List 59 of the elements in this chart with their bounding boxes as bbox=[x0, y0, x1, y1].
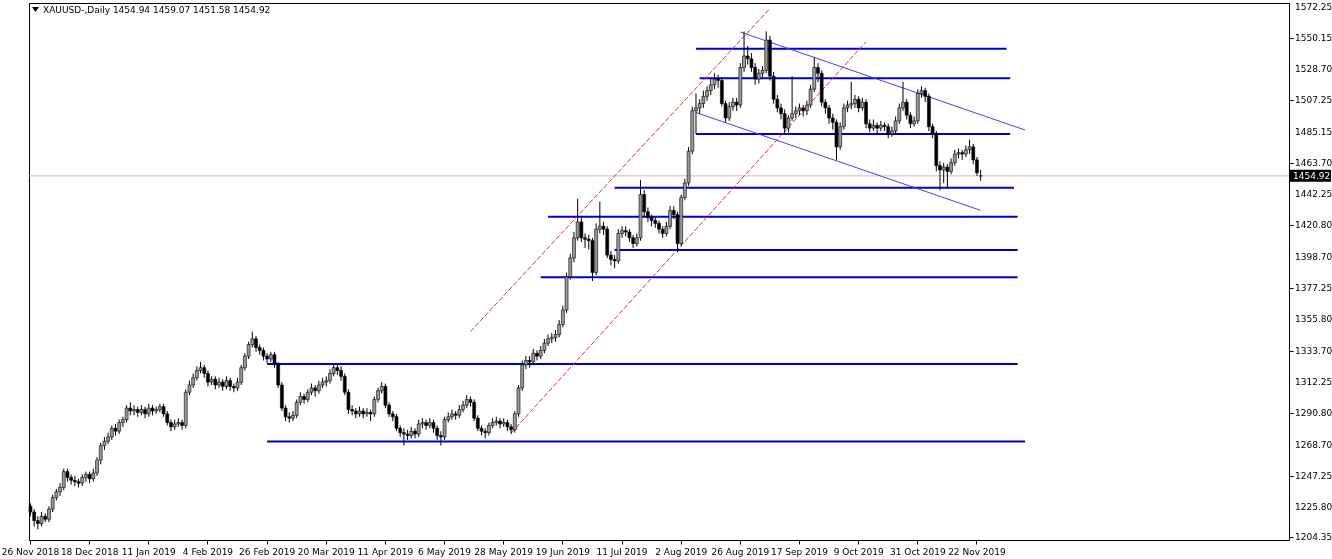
y-tick-label: 1312.25 bbox=[1295, 376, 1332, 387]
y-tick-label: 1268.70 bbox=[1295, 439, 1332, 450]
y-tick-label: 1463.70 bbox=[1295, 158, 1332, 169]
x-tick-label: 20 Mar 2019 bbox=[297, 546, 356, 557]
candlestick bbox=[535, 349, 539, 361]
x-tick-label: 26 Nov 2018 bbox=[1, 546, 60, 557]
candlestick bbox=[945, 163, 950, 190]
y-tick-label: 1572.25 bbox=[1295, 1, 1332, 12]
y-tick-label: 1377.25 bbox=[1295, 282, 1332, 293]
x-tick-label: 22 Nov 2019 bbox=[948, 546, 1007, 557]
candlestick bbox=[132, 404, 136, 416]
candlestick bbox=[317, 380, 321, 395]
y-tick-label: 1398.70 bbox=[1295, 252, 1332, 262]
candlestick bbox=[498, 417, 502, 429]
candlestick bbox=[365, 407, 369, 418]
candlestick bbox=[727, 101, 732, 122]
x-tick-label: 28 May 2019 bbox=[474, 546, 534, 557]
y-tick-label: 1355.80 bbox=[1295, 313, 1332, 324]
candlestick bbox=[69, 473, 73, 486]
candlestick bbox=[402, 427, 406, 447]
y-tick-label: 1485.15 bbox=[1295, 127, 1332, 138]
x-tick-label: 11 Jan 2019 bbox=[121, 546, 177, 557]
y-tick-label: 1290.80 bbox=[1295, 407, 1332, 418]
candlestick bbox=[864, 98, 868, 129]
chart-title: XAUUSD-,Daily 1454.94 1459.07 1451.58 1454.92 bbox=[43, 5, 271, 15]
candlestick bbox=[84, 471, 88, 483]
ref-line-label: 1454.92 bbox=[1293, 170, 1331, 181]
x-tick-label: 26 Feb 2019 bbox=[239, 546, 296, 557]
candlestick bbox=[450, 409, 454, 421]
y-tick-label: 1550.15 bbox=[1295, 33, 1332, 44]
x-tick-label: 17 Sep 2019 bbox=[770, 546, 829, 557]
y-tick-label: 1528.70 bbox=[1295, 64, 1332, 75]
candlestick bbox=[941, 162, 946, 184]
candlestick bbox=[217, 377, 221, 389]
x-tick-label: 11 Apr 2019 bbox=[357, 546, 414, 557]
y-tick-label: 1333.70 bbox=[1295, 345, 1332, 356]
x-tick-label: 26 Aug 2019 bbox=[711, 546, 770, 557]
x-tick-label: 18 Dec 2018 bbox=[60, 546, 119, 557]
y-tick-label: 1225.80 bbox=[1295, 501, 1332, 512]
y-tick-label: 1507.25 bbox=[1295, 95, 1332, 106]
candlestick bbox=[228, 377, 232, 392]
candlestick bbox=[964, 144, 968, 158]
y-tick-label: 1204.35 bbox=[1295, 532, 1332, 543]
x-tick-label: 6 May 2019 bbox=[418, 546, 472, 557]
y-tick-label: 1420.80 bbox=[1295, 220, 1332, 231]
candlestick bbox=[657, 219, 661, 234]
x-tick-label: 19 Jun 2019 bbox=[535, 546, 591, 557]
x-tick-label: 31 Oct 2019 bbox=[889, 546, 946, 557]
y-tick-label: 1247.25 bbox=[1295, 470, 1332, 481]
candlestick bbox=[875, 121, 879, 135]
y-tick-label: 1442.25 bbox=[1295, 189, 1332, 200]
x-tick-label: 2 Aug 2019 bbox=[655, 546, 708, 557]
x-tick-label: 4 Feb 2019 bbox=[182, 546, 234, 557]
candlestick bbox=[413, 427, 417, 439]
candlestick bbox=[302, 393, 306, 405]
candlestick bbox=[424, 419, 428, 431]
candlestick bbox=[849, 81, 854, 110]
x-tick-label: 9 Oct 2019 bbox=[833, 546, 884, 557]
x-tick-label: 11 Jul 2019 bbox=[596, 546, 648, 557]
